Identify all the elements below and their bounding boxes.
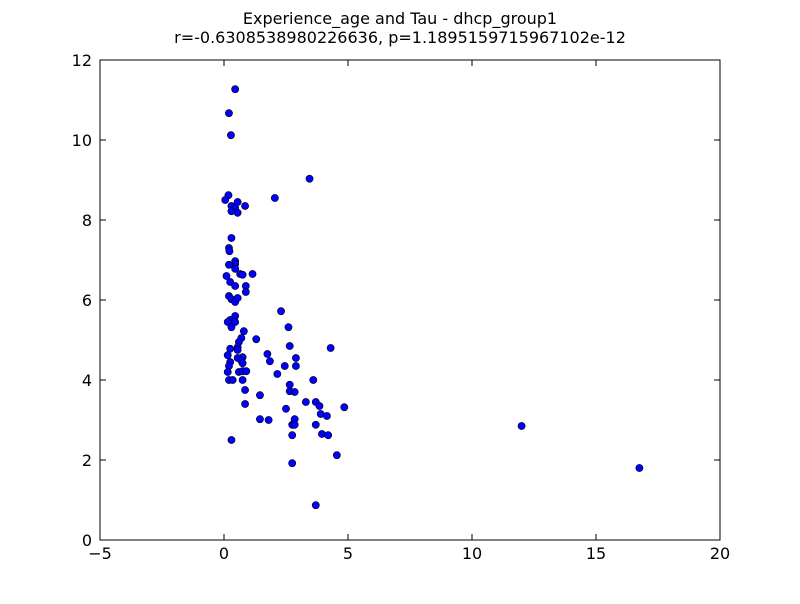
data-point <box>292 362 300 370</box>
data-point <box>227 131 235 140</box>
data-point <box>256 391 264 400</box>
data-point <box>635 464 644 472</box>
data-point <box>231 85 240 94</box>
data-point <box>231 282 240 290</box>
data-point <box>263 350 272 358</box>
data-point <box>301 398 310 406</box>
data-point <box>238 270 247 279</box>
data-point <box>256 415 264 424</box>
data-point <box>227 436 236 444</box>
data-point <box>241 288 250 296</box>
data-point <box>324 431 333 440</box>
data-point <box>227 234 236 242</box>
data-point <box>277 307 285 316</box>
plot-frame <box>99 59 721 541</box>
y-tick-label: 10 <box>72 131 92 150</box>
data-point <box>221 196 230 204</box>
data-point <box>233 198 242 206</box>
y-tick-label: 8 <box>82 211 92 230</box>
data-point <box>241 400 249 408</box>
data-point <box>270 194 279 202</box>
data-point <box>242 367 251 376</box>
data-point <box>290 420 299 429</box>
plot-area <box>100 60 720 540</box>
data-point <box>252 335 261 344</box>
data-point <box>290 388 299 396</box>
data-point <box>273 370 282 378</box>
y-tick-label: 4 <box>82 371 92 390</box>
data-point <box>264 416 273 424</box>
data-point <box>305 174 314 183</box>
data-point <box>326 344 335 352</box>
data-point <box>225 247 234 256</box>
data-point <box>292 354 300 362</box>
data-point <box>248 270 257 278</box>
data-point <box>238 359 247 368</box>
x-tick-label: 15 <box>586 544 606 563</box>
chart-subtitle: r=-0.6308538980226636, p=1.1895159715967… <box>174 28 626 47</box>
data-point <box>285 342 294 350</box>
data-point <box>233 208 242 217</box>
data-point <box>280 362 289 370</box>
data-point <box>225 260 233 269</box>
data-point <box>231 264 240 273</box>
x-tick-label: 20 <box>710 544 730 563</box>
data-point <box>288 431 297 440</box>
x-tick-label: 0 <box>219 544 229 563</box>
y-tick-label: 12 <box>72 51 92 70</box>
data-point <box>309 376 318 384</box>
data-point <box>225 109 233 118</box>
data-point <box>233 294 242 302</box>
data-point <box>315 402 324 410</box>
data-point <box>239 327 248 336</box>
data-point <box>311 501 320 510</box>
points-layer <box>221 85 644 510</box>
y-tick-label: 2 <box>82 451 92 470</box>
data-point <box>227 323 236 332</box>
y-tick-label: 0 <box>82 531 92 550</box>
data-point <box>517 422 526 430</box>
data-point <box>228 376 237 384</box>
data-point <box>332 451 341 460</box>
data-point <box>241 202 249 210</box>
data-point <box>223 318 232 326</box>
data-point <box>288 459 297 468</box>
data-point <box>223 368 232 376</box>
data-point <box>238 376 247 384</box>
data-point <box>282 404 290 413</box>
data-point <box>233 346 242 354</box>
x-tick-label: 10 <box>462 544 482 563</box>
x-tick-label: 5 <box>343 544 353 563</box>
y-tick-label: 6 <box>82 291 92 310</box>
data-point <box>323 412 331 420</box>
data-point <box>311 420 320 429</box>
data-point <box>241 386 249 394</box>
data-point <box>284 323 293 332</box>
data-point <box>222 272 231 280</box>
chart-title: Experience_age and Tau - dhcp_group1 <box>243 9 557 29</box>
data-point <box>223 351 232 360</box>
data-point <box>265 357 274 366</box>
data-point <box>340 403 349 412</box>
x-tick-label: −5 <box>88 544 112 563</box>
